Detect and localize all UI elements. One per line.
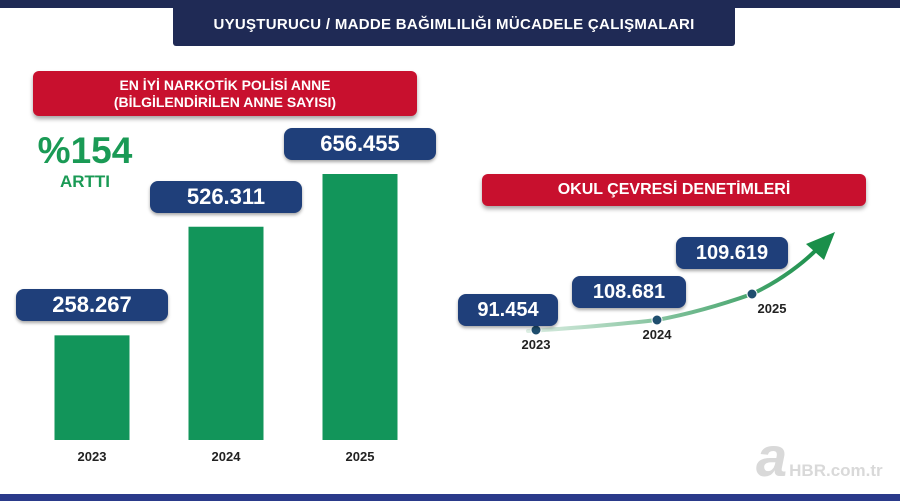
trend-arrowhead bbox=[806, 232, 835, 260]
line-point-2024 bbox=[651, 314, 663, 326]
bar-2023 bbox=[54, 335, 130, 440]
increase-label: ARTTI bbox=[59, 172, 111, 191]
bar-2024 bbox=[188, 226, 264, 440]
line-year-label-2024: 2024 bbox=[642, 327, 672, 342]
mothers-chart-banner: EN İYİ NARKOTİK POLİSİ ANNE (BİLGİLENDİR… bbox=[33, 71, 417, 116]
line-value-label-2024: 108.681 bbox=[572, 276, 686, 308]
hbr-watermark: a HBR.com.tr bbox=[756, 425, 883, 488]
bar-year-label-2025: 2025 bbox=[345, 449, 375, 464]
line-point-2025 bbox=[746, 288, 758, 300]
line-value-label-2025: 109.619 bbox=[676, 237, 788, 269]
watermark-logo-letter: a bbox=[756, 425, 788, 488]
watermark-text: HBR.com.tr bbox=[789, 461, 883, 480]
bar-value-label-2025: 656.455 bbox=[284, 128, 436, 160]
bar-chart-bars bbox=[54, 174, 398, 440]
mothers-banner-line2: (BİLGİLENDİRİLEN ANNE SAYISI) bbox=[113, 93, 337, 110]
mothers-banner-line1: EN İYİ NARKOTİK POLİSİ ANNE bbox=[119, 76, 331, 93]
line-point-2023 bbox=[530, 324, 542, 336]
increase-value: %154 bbox=[37, 130, 133, 171]
bar-2025 bbox=[322, 174, 398, 440]
bar-value-label-2023: 258.267 bbox=[16, 289, 168, 322]
line-chart-trend bbox=[526, 232, 835, 336]
bar-year-label-2024: 2024 bbox=[211, 449, 241, 464]
line-value-label-2023: 91.454 bbox=[458, 294, 558, 326]
line-year-label-2023: 2023 bbox=[521, 337, 551, 352]
bar-value-label-2024: 526.311 bbox=[150, 180, 302, 213]
page-title: UYUŞTURUCU / MADDE BAĞIMLILIĞI MÜCADELE … bbox=[173, 2, 735, 46]
school-inspections-banner: OKUL ÇEVRESİ DENETİMLERİ bbox=[482, 174, 866, 206]
line-year-label-2025: 2025 bbox=[757, 301, 787, 316]
bottom-accent-line bbox=[0, 494, 900, 501]
trend-line bbox=[526, 244, 822, 333]
bar-year-label-2023: 2023 bbox=[77, 449, 107, 464]
increase-callout: %154 ARTTI bbox=[30, 130, 140, 192]
